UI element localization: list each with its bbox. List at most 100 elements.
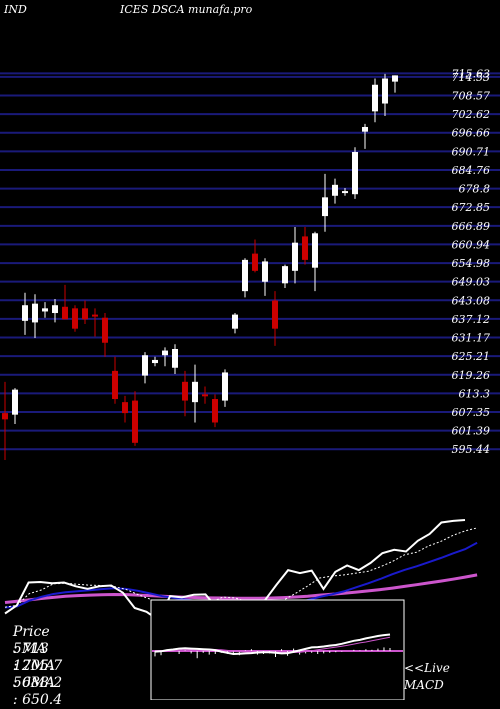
price-tick-label: 654.98 [452,257,491,270]
macd-label: MACD [403,678,444,692]
ma50-readout: 50MA : 650.4 [4,658,62,709]
candle-body [302,236,308,260]
macd-line [154,633,391,656]
candle-body [372,84,378,112]
price-tick-label: 637.12 [452,313,491,326]
price-value: : 713 [12,641,49,657]
price-tick-label: 619.26 [452,369,491,382]
candle [72,305,78,332]
ma12-label: 12MA [12,658,56,674]
candle [222,369,228,407]
candle [202,386,208,404]
candle-body [72,308,78,329]
price-tick-label: 684.76 [452,164,491,177]
price-readout: Price : 713 [4,607,50,658]
candle [332,178,338,204]
candle [162,347,168,367]
candle [192,364,198,423]
candle-body [32,303,38,323]
price-tick-label: 714.53 [452,71,491,84]
candle-body [202,394,208,397]
candle-body [122,402,128,414]
candle [32,294,38,339]
live-label: <<Live [404,661,450,675]
candle-body [352,151,358,195]
candle [152,356,158,367]
candle-body [2,413,8,420]
price-tick-label: 631.17 [452,332,491,345]
price-tick-label: 672.85 [452,201,491,214]
candle-body [102,317,108,343]
candle-body [132,400,138,443]
candle-body [62,306,68,320]
ma5-readout: 5MA : 705.7 [4,624,62,675]
candle-body [312,233,318,268]
candle-body [52,305,58,314]
candle [372,78,378,123]
candle [12,388,18,425]
price-grid [0,72,500,451]
candle [102,313,108,357]
candle [302,227,308,265]
candle [282,264,288,289]
candle [292,227,298,284]
candle-body [162,350,168,356]
candle [142,352,148,384]
candle-body [12,389,18,415]
price-tick-label: 649.03 [452,276,491,289]
candle [232,313,238,334]
candle [92,308,98,337]
candle-body [92,314,98,317]
candle-body [142,355,148,376]
candle-body [192,381,198,403]
candle [342,187,348,196]
ma50-line [4,573,478,604]
candle [362,123,368,149]
candle-body [262,261,268,282]
candle-body [272,300,278,329]
candle [272,291,278,346]
price-tick-label: 660.94 [452,238,491,251]
symbol-label: IND [3,3,27,16]
candle [172,344,178,375]
candle [62,284,68,320]
candle [392,75,398,93]
candle [252,239,258,273]
chart-title: ICES DSCA munafa.pro [119,3,253,16]
price-tick-label: 708.57 [452,89,491,102]
candle [212,394,218,428]
ma5-value: : 705.7 [12,658,63,674]
candle-body [362,126,368,132]
candle [2,381,8,460]
candle [322,173,328,232]
price-tick-label: 643.08 [452,294,491,307]
price-tick-label: 715.63 [452,67,491,80]
price-tick-label: 625.21 [452,350,491,363]
candle-body [112,370,118,400]
candle [182,370,188,417]
candle-body [82,308,88,320]
price-tick-label: 607.35 [452,406,491,419]
ma50-value: : 650.4 [12,692,63,708]
candle-body [332,184,338,196]
price-tick-label: 678.8 [459,183,491,196]
macd-plot [152,633,403,659]
candle-body [222,372,228,401]
ma12-value: : 688.2 [12,675,63,691]
candle-body [172,348,178,368]
candle-body [232,314,238,329]
ma5-label: 5MA [12,641,47,657]
candle-body [382,78,388,104]
price-tick-label: 690.71 [452,145,491,158]
price-tick-label: 601.39 [452,425,491,438]
candle [112,356,118,404]
candle [312,231,318,292]
candle [82,300,88,324]
candle [52,298,58,323]
ma12-readout: 12MA : 688.2 [4,641,62,692]
candle-body [152,359,158,364]
candle [262,258,268,296]
candle-body [212,399,218,423]
